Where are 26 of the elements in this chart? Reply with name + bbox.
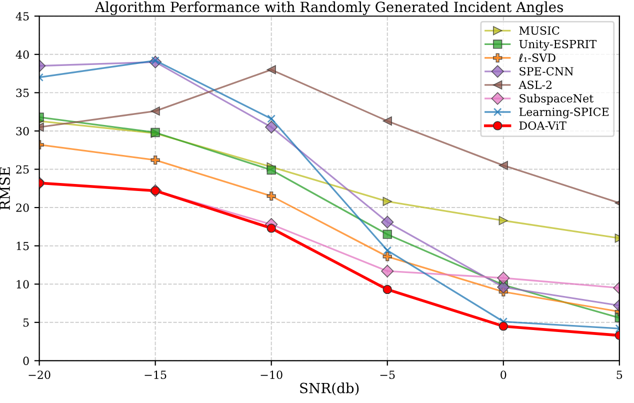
y-tick-label: 35 — [16, 88, 29, 98]
legend-label: ASL-2 — [518, 80, 552, 90]
legend-label: Learning-SPICE — [519, 108, 609, 118]
y-tick-label: 40 — [16, 50, 29, 59]
y-tick-label: 25 — [16, 165, 29, 174]
x-tick-label: 0 — [500, 370, 506, 380]
y-tick-label: 20 — [16, 204, 29, 212]
x-tick-label: −5 — [380, 370, 395, 380]
legend-label: SPE-CNN — [520, 67, 574, 76]
y-tick-label: 10 — [16, 280, 29, 288]
y-tick-label: 0 — [23, 356, 29, 366]
x-tick-label: −20 — [28, 370, 50, 380]
y-tick-label: 15 — [16, 242, 29, 250]
legend-label: DOA-ViT — [519, 121, 566, 130]
legend-label: SubspaceNet — [520, 94, 594, 105]
x-tick-label: −10 — [260, 370, 282, 380]
x-tick-label: −15 — [144, 370, 166, 380]
legend-label: MUSIC — [519, 26, 560, 35]
x-tick-label: 5 — [616, 370, 622, 380]
y-tick-label: 5 — [23, 318, 29, 327]
x-axis-title: SNR(db) — [300, 382, 359, 396]
chart-title: Algorithm Performance with Randomly Generated Incident Angles — [94, 1, 563, 16]
legend-label: ℓ₁-SVD — [518, 54, 556, 62]
y-tick-label: 45 — [16, 12, 29, 20]
legend-label: Unity-ESPRIT — [519, 40, 597, 51]
y-tick-label: 30 — [16, 126, 29, 136]
